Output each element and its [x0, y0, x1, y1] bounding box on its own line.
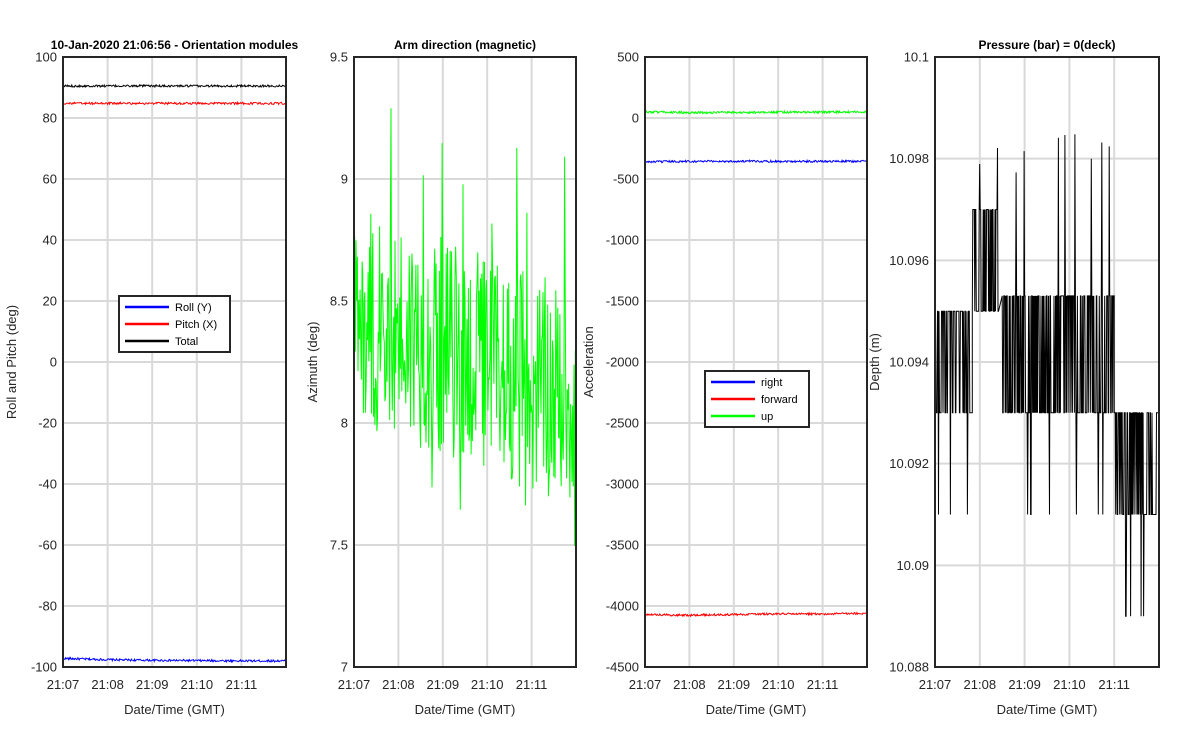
y-tick-label: -3500 — [606, 538, 639, 553]
x-tick-label: 21:08 — [382, 677, 415, 692]
y-tick-label: 10.09 — [896, 558, 929, 573]
x-tick-label: 21:10 — [471, 677, 504, 692]
x-tick-label: 21:10 — [1053, 677, 1086, 692]
x-tick-label: 21:11 — [807, 677, 839, 692]
y-tick-label: -4500 — [606, 660, 639, 675]
y-tick-label: 60 — [43, 172, 57, 187]
panel-2: 9.5 9 8.5 8 7.5 7 21:07 21:08 21:09 21:10 21:11 Arm… — [305, 38, 577, 717]
y-axis-label: Azimuth (deg) — [305, 322, 320, 403]
axes-box — [353, 56, 577, 668]
y-tick-label: -60 — [38, 538, 57, 553]
y-tick-label: 10.098 — [889, 151, 929, 166]
y-tick-label: -500 — [613, 172, 639, 187]
chart-title: Arm direction (magnetic) — [394, 38, 536, 52]
y-tick-label: 20 — [43, 294, 57, 309]
legend-label: Pitch (X) — [175, 319, 217, 331]
legend-label: right — [761, 377, 782, 389]
chart-title: Pressure (bar) = 0(deck) — [978, 38, 1115, 52]
series-line-forward — [644, 611, 868, 618]
y-tick-label: -2000 — [606, 355, 639, 370]
y-tick-label: -100 — [31, 660, 57, 675]
y-tick-label: 8 — [341, 416, 348, 431]
legend: right forward up — [704, 370, 810, 428]
x-tick-label: 21:10 — [181, 677, 214, 692]
x-axis-label: Date/Time (GMT) — [124, 702, 225, 717]
series-line-roll-y- — [62, 656, 287, 664]
y-tick-label: 10.094 — [889, 355, 929, 370]
series-line-total — [62, 83, 287, 89]
series-group — [644, 109, 868, 618]
series-group — [935, 134, 1160, 617]
x-tick-label: 21:11 — [516, 677, 548, 692]
y-tick-label: -3000 — [606, 477, 639, 492]
x-axis-label: Date/Time (GMT) — [706, 702, 807, 717]
y-tick-label: 7 — [341, 660, 348, 675]
axes-box — [62, 56, 287, 668]
y-tick-label: 10.088 — [889, 660, 929, 675]
legend-label: up — [761, 411, 773, 423]
y-tick-label: -80 — [38, 599, 57, 614]
x-tick-label: 21:08 — [964, 677, 997, 692]
y-tick-label: -1500 — [606, 294, 639, 309]
chart-title: 10-Jan-2020 21:06:56 - Orientation modul… — [51, 38, 299, 52]
x-tick-label: 21:07 — [919, 677, 952, 692]
x-tick-label: 21:07 — [338, 677, 371, 692]
x-tick-label: 21:09 — [136, 677, 169, 692]
y-tick-label: 80 — [43, 111, 57, 126]
y-tick-label: 9.5 — [330, 50, 348, 65]
y-tick-label: 10.092 — [889, 456, 929, 471]
x-tick-label: 21:08 — [91, 677, 124, 692]
y-tick-label: 0 — [632, 111, 639, 126]
legend-label: forward — [761, 394, 798, 406]
x-tick-label: 21:07 — [629, 677, 662, 692]
legend: Roll (Y) Pitch (X) Total — [118, 295, 231, 353]
legend-label: Roll (Y) — [175, 302, 212, 314]
panel-4: 10.1 10.098 10.096 10.094 10.092 10.09 10.088 2… — [867, 38, 1160, 717]
y-tick-label: -1000 — [606, 233, 639, 248]
series-group — [353, 108, 577, 546]
y-tick-label: -20 — [38, 416, 57, 431]
panel-3: 500 0 -500 -1000 -1500 -2000 -2500 -3000 -3500 -4… — [581, 50, 868, 717]
axes-box — [934, 56, 1160, 668]
y-tick-label: 10.096 — [889, 253, 929, 268]
x-tick-label: 21:09 — [427, 677, 460, 692]
series-line-series-1 — [353, 108, 577, 546]
series-line-up — [644, 109, 868, 115]
x-tick-label: 21:10 — [762, 677, 795, 692]
y-tick-label: -4000 — [606, 599, 639, 614]
x-tick-label: 21:09 — [718, 677, 751, 692]
y-tick-label: 9 — [341, 172, 348, 187]
y-tick-label: -2500 — [606, 416, 639, 431]
series-line-pitch-x- — [62, 100, 287, 106]
x-tick-label: 21:11 — [226, 677, 258, 692]
y-tick-label: 100 — [35, 50, 57, 65]
panel-1: 100 80 60 40 20 0 -20 -40 -60 -80 -100 21:07 21:08 21… — [4, 38, 299, 717]
x-axis-label: Date/Time (GMT) — [415, 702, 516, 717]
x-tick-label: 21:09 — [1008, 677, 1041, 692]
x-tick-label: 21:11 — [1098, 677, 1130, 692]
y-tick-label: 500 — [617, 50, 639, 65]
y-tick-label: 40 — [43, 233, 57, 248]
y-tick-label: 7.5 — [330, 538, 348, 553]
series-group — [62, 83, 287, 664]
series-line-series-1 — [935, 134, 1160, 617]
x-tick-label: 21:07 — [47, 677, 80, 692]
axes-box — [644, 56, 868, 668]
y-tick-label: 8.5 — [330, 294, 348, 309]
x-tick-label: 21:08 — [673, 677, 706, 692]
y-tick-label: -40 — [38, 477, 57, 492]
y-axis-label: Acceleration — [581, 326, 596, 398]
legend-label: Total — [175, 336, 198, 348]
x-axis-label: Date/Time (GMT) — [997, 702, 1098, 717]
y-tick-label: 10.1 — [904, 50, 929, 65]
y-axis-label: Depth (m) — [867, 333, 882, 391]
y-tick-label: 0 — [50, 355, 57, 370]
y-axis-label: Roll and Pitch (deg) — [4, 305, 19, 419]
series-line-right — [644, 158, 868, 164]
